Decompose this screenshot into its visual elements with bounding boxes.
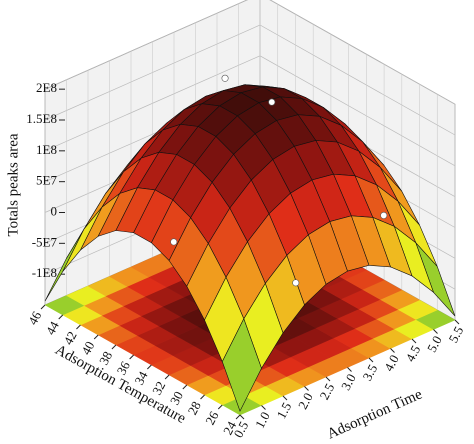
y-tick [111,344,117,350]
x-tick [368,357,374,363]
x-tick-label: 5.0 [424,333,445,354]
x-tick-label: 3.5 [359,362,380,383]
x-tick-label: 4.0 [381,352,402,373]
y-tick [93,334,99,340]
y-tick-label: 26 [202,408,222,427]
x-tick [433,329,438,334]
z-tick-label: 2E8 [36,80,57,95]
z-axis-title: Totals peaks area [5,133,21,236]
x-tick-label: 0.5 [230,419,251,440]
x-tick [454,319,460,325]
x-axis-title: Adsorption Time [325,386,425,442]
y-tick [200,394,205,400]
x-tick [239,414,245,420]
y-tick-label: 42 [60,329,79,348]
y-tick [129,354,134,360]
x-tick-label: 4.5 [402,343,423,364]
z-tick-label: 5E7 [36,173,57,188]
data-point [170,238,178,246]
z-tick-label: -5E7 [32,234,58,249]
x-tick [261,405,266,410]
x-tick-label: 1.5 [273,400,294,421]
y-tick-label: 32 [149,379,168,398]
y-tick-label: 28 [184,399,203,418]
x-tick [325,376,331,382]
x-tick [411,338,417,344]
x-tick [390,348,395,353]
y-tick [76,324,81,330]
y-tick [58,314,64,320]
data-point [268,98,276,106]
y-tick-label: 38 [96,349,115,368]
x-tick [282,395,288,401]
surface-patch [221,318,262,412]
data-point [221,74,229,82]
y-tick [235,414,241,420]
x-tick-label: 1.0 [252,409,273,430]
y-tick-label: 46 [25,308,45,327]
y-tick [217,404,223,410]
z-tick-label: 0 [51,203,58,218]
y-tick-label: 40 [78,339,97,358]
x-tick-label: 2.5 [316,381,337,402]
x-tick-label: 5.5 [445,324,466,345]
y-tick-label: 30 [167,389,186,408]
z-tick-label: 1E8 [36,142,57,157]
data-point [380,211,388,219]
grid-line [44,0,456,105]
x-tick [304,386,309,391]
y-tick [40,304,46,310]
x-tick-label: 2.0 [295,390,316,411]
data-point [292,279,300,287]
y-tick [182,384,188,390]
x-tick [347,367,352,372]
z-tick-label: 1.5E8 [26,111,57,126]
x-tick-label: 3.0 [338,371,359,392]
y-tick [147,364,152,370]
y-tick-label: 44 [43,318,63,337]
y-tick [164,374,170,380]
z-tick-label: -1E8 [32,265,57,280]
